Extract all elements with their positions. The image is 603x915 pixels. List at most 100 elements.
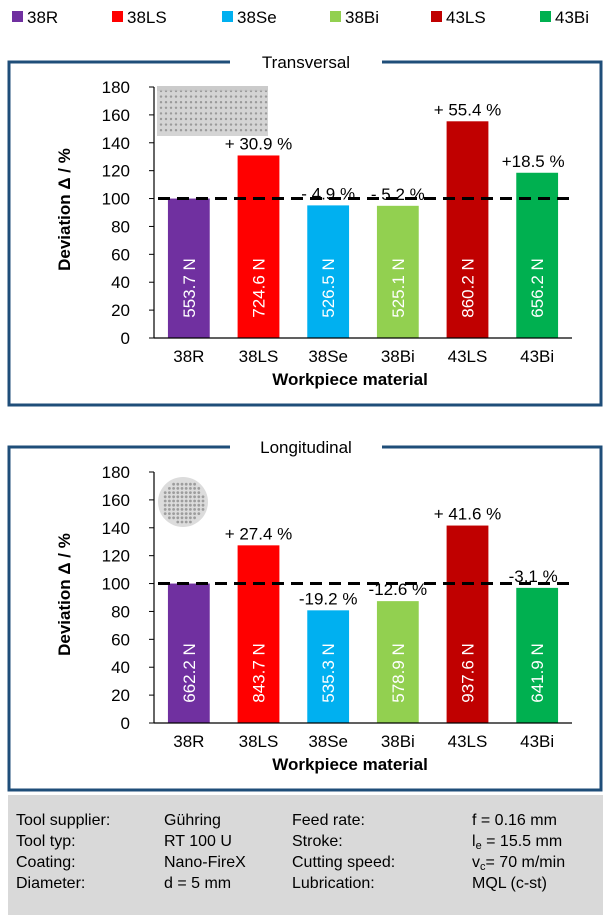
x-tick-label: 43Bi	[520, 347, 554, 366]
deviation-label: + 30.9 %	[225, 134, 293, 153]
bar-38se	[307, 610, 350, 723]
legend: 38R 38LS 38Se 38Bi 43LS 43Bi	[0, 0, 603, 40]
bar-value-label: 662.2 N	[180, 643, 199, 703]
bar-value-label: 535.3 N	[319, 643, 338, 703]
bar-38ls	[237, 155, 280, 338]
bar-value-label: 578.9 N	[389, 643, 408, 703]
bar-value-label: 724.6 N	[250, 258, 269, 318]
bar-38bi	[376, 601, 419, 723]
y-axis-title: Deviation Δ / %	[55, 533, 74, 656]
bar-43bi	[516, 587, 559, 723]
y-tick-label: 20	[111, 301, 130, 320]
legend-label: 38LS	[127, 8, 167, 27]
bar-38bi	[376, 205, 419, 338]
chart-longitudinal: Longitudinal 0 20 40 60 80 100 120 140 160 180 662.…	[7, 438, 603, 792]
legend-label: 38Bi	[345, 8, 380, 27]
x-axis-title: Workpiece material	[272, 370, 428, 389]
y-tick-label: 40	[111, 273, 130, 292]
bar-value-label: 525.1 N	[389, 258, 408, 318]
y-tick-label: 0	[121, 329, 130, 348]
param-label: Diameter:	[16, 875, 86, 892]
param-label: Cutting speed:	[292, 854, 396, 871]
y-axis-title: Deviation Δ / %	[55, 148, 74, 271]
legend-swatch	[330, 11, 341, 22]
param-value: Nano-FireX	[164, 854, 246, 871]
deviation-label: - 5.2 %	[371, 185, 425, 204]
legend-swatch	[12, 11, 23, 22]
bar-value-label: 526.5 N	[319, 258, 338, 318]
deviation-label: + 27.4 %	[225, 524, 293, 543]
y-tick-label: 140	[102, 519, 130, 538]
y-tick-label: 180	[102, 78, 130, 97]
machining-parameters-panel: Tool supplier: Gühring Feed rate: f = 0.16 …	[8, 795, 603, 915]
x-tick-label: 43LS	[448, 347, 488, 366]
y-tick-label: 100	[102, 190, 130, 209]
chart-title: Longitudinal	[260, 438, 352, 457]
x-tick-label: 43Bi	[520, 732, 554, 751]
param-label: Coating:	[16, 854, 76, 871]
y-tick-label: 20	[111, 686, 130, 705]
y-tick-label: 80	[111, 602, 130, 621]
y-tick-label: 120	[102, 162, 130, 181]
y-tick-label: 60	[111, 245, 130, 264]
y-tick-label: 100	[102, 575, 130, 594]
chart-frame	[7, 445, 603, 792]
y-tick-label: 80	[111, 217, 130, 236]
param-value: f = 0.16 mm	[472, 812, 557, 829]
x-tick-label: 38Bi	[381, 347, 415, 366]
param-value: RT 100 U	[164, 833, 232, 850]
legend-item-38r: 38R	[12, 7, 58, 29]
legend-swatch	[222, 11, 233, 22]
bar-38r	[167, 583, 210, 723]
bar-43ls	[446, 525, 489, 723]
x-tick-label: 38R	[173, 347, 204, 366]
y-tick-label: 60	[111, 630, 130, 649]
legend-swatch	[112, 11, 123, 22]
y-tick-label: 120	[102, 547, 130, 566]
param-value: vc= 70 m/min	[472, 854, 566, 873]
param-label: Lubrication:	[292, 875, 375, 892]
legend-label: 38R	[27, 8, 59, 27]
y-tick-label: 140	[102, 134, 130, 153]
bar-value-label: 553.7 N	[180, 258, 199, 318]
deviation-label: -19.2 %	[299, 589, 358, 608]
legend-item-38se: 38Se	[222, 7, 277, 29]
chart-frame	[7, 60, 603, 407]
bar-38r	[167, 198, 210, 338]
legend-swatch	[431, 11, 442, 22]
bar-38ls	[237, 545, 280, 723]
bar-value-label: 860.2 N	[459, 258, 478, 318]
bar-value-label: 937.6 N	[459, 643, 478, 703]
legend-item-43bi: 43Bi	[540, 7, 589, 29]
bar-value-label: 656.2 N	[528, 258, 547, 318]
param-value: le = 15.5 mm	[472, 833, 563, 852]
param-value: Gühring	[164, 812, 221, 829]
deviation-label: + 55.4 %	[434, 100, 502, 119]
y-tick-label: 180	[102, 463, 130, 482]
param-value: MQL (c-st)	[472, 875, 547, 892]
param-label: Stroke:	[292, 833, 343, 850]
x-tick-label: 38Bi	[381, 732, 415, 751]
legend-item-38ls: 38LS	[112, 7, 167, 29]
chart-transversal: Transversal 0 20 40 60 80 100 120 140 160 180 553.7…	[7, 53, 603, 407]
fiber-cross-section-icon	[158, 477, 208, 527]
x-tick-label: 43LS	[448, 732, 488, 751]
legend-label: 43LS	[446, 8, 486, 27]
param-value: d = 5 mm	[164, 875, 232, 892]
bar-43ls	[446, 121, 489, 338]
x-tick-label: 38Se	[308, 347, 348, 366]
legend-label: 43Bi	[555, 8, 590, 27]
chart-title: Transversal	[262, 53, 350, 72]
deviation-label: +18.5 %	[502, 152, 565, 171]
legend-label: 38Se	[237, 8, 277, 27]
fiber-bundle-side-view-icon	[157, 86, 268, 136]
y-tick-label: 40	[111, 658, 130, 677]
legend-swatch	[540, 11, 551, 22]
deviation-label: + 41.6 %	[434, 505, 502, 524]
param-label: Tool supplier:	[16, 812, 111, 829]
y-tick-label: 0	[121, 714, 130, 733]
param-label: Feed rate:	[292, 812, 365, 829]
x-tick-label: 38Se	[308, 732, 348, 751]
legend-item-43ls: 43LS	[431, 7, 486, 29]
x-tick-label: 38LS	[239, 347, 279, 366]
